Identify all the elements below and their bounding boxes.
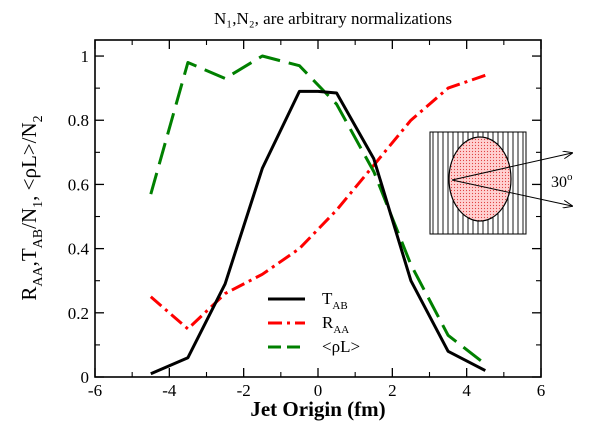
inset-arrow-lower — [451, 179, 572, 206]
legend-label-raa: RAA — [322, 313, 349, 336]
x-tick-label: -6 — [88, 381, 102, 400]
x-tick-label: 0 — [314, 381, 323, 400]
y-tick-label: 0 — [81, 368, 90, 387]
x-axis-label: Jet Origin (fm) — [250, 397, 385, 421]
axis-ticks: -6 -4 -2 0 2 4 6 0 0.2 0.4 0.6 0.8 1 — [68, 40, 546, 400]
series-group — [149, 54, 487, 376]
x-tick-label: 2 — [388, 381, 397, 400]
y-tick-label: 0.2 — [68, 304, 89, 323]
chart-title: N₁,N₂, are arbitrary normalizations — [214, 9, 452, 28]
series-line-rhol — [149, 54, 487, 366]
legend-label-rhol: <ρL> — [322, 337, 360, 356]
y-tick-label: 0.8 — [68, 111, 89, 130]
y-tick-label: 0.4 — [68, 240, 90, 259]
series-line-raa — [149, 73, 486, 331]
y-tick-label: 0.6 — [68, 175, 89, 194]
inset-ellipse — [448, 136, 512, 222]
legend-label-tab: TAB — [322, 289, 348, 312]
y-axis-label: RAA,TAB/N1, <ρL>/N2 — [17, 115, 46, 300]
x-tick-label: -2 — [237, 381, 251, 400]
y-tick-label: 1 — [81, 47, 90, 66]
inset-diagram: 30o — [429, 131, 573, 235]
x-tick-label: 4 — [462, 381, 471, 400]
x-tick-label: 6 — [537, 381, 546, 400]
inset-arrow-upper — [451, 153, 572, 181]
inset-angle-label: 30o — [551, 171, 573, 191]
series-line-tab — [150, 89, 486, 376]
x-tick-label: -4 — [162, 381, 177, 400]
legend: TAB RAA <ρL> — [268, 289, 360, 356]
